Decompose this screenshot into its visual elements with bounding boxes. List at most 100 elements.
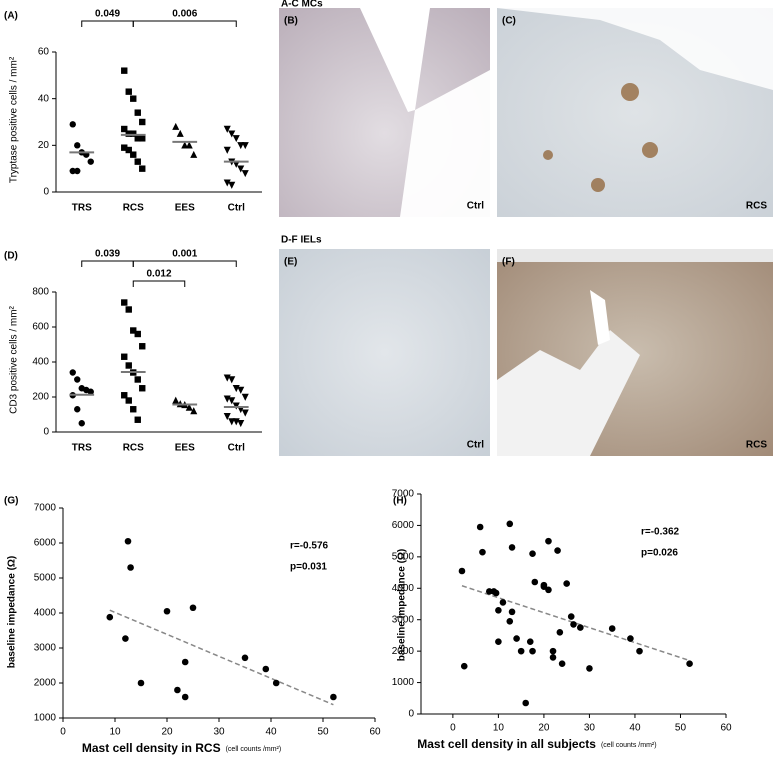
data-point bbox=[130, 151, 137, 158]
data-point bbox=[570, 621, 577, 628]
data-point bbox=[130, 95, 137, 102]
data-point bbox=[189, 604, 197, 612]
y-tick-label: 7000 bbox=[34, 503, 57, 514]
stain bbox=[591, 178, 605, 192]
data-point bbox=[586, 665, 593, 672]
data-point bbox=[545, 537, 552, 545]
micrograph bbox=[279, 249, 490, 456]
data-point bbox=[78, 420, 85, 427]
data-point bbox=[241, 654, 249, 662]
x-axis-title-main: Mast cell density in all subjects bbox=[417, 737, 596, 751]
panel-label: (H) bbox=[393, 496, 407, 507]
data-point bbox=[237, 386, 245, 394]
data-point bbox=[526, 638, 534, 646]
data-point bbox=[174, 686, 181, 694]
data-point bbox=[476, 523, 484, 531]
y-tick-label: 3000 bbox=[392, 614, 415, 625]
x-tick-label: Ctrl bbox=[228, 443, 245, 454]
data-point bbox=[134, 416, 141, 423]
y-tick-label: 7000 bbox=[392, 489, 415, 500]
data-point bbox=[223, 413, 231, 421]
y-tick-label: 3000 bbox=[34, 643, 57, 654]
x-tick-label: 60 bbox=[720, 723, 732, 734]
x-tick-label: EES bbox=[175, 443, 195, 454]
data-point bbox=[513, 635, 520, 642]
data-point bbox=[460, 662, 468, 670]
x-tick-label: EES bbox=[175, 203, 195, 214]
significance-bracket bbox=[81, 260, 134, 267]
data-point bbox=[241, 142, 249, 150]
data-point bbox=[121, 125, 128, 133]
section-label: A-C MCs bbox=[281, 0, 323, 10]
data-point bbox=[531, 578, 539, 586]
data-point bbox=[223, 146, 231, 154]
data-point bbox=[558, 660, 566, 668]
image-label: Ctrl bbox=[467, 440, 484, 451]
data-point bbox=[272, 679, 280, 687]
panel-label: (F) bbox=[502, 257, 515, 268]
data-point bbox=[125, 397, 132, 404]
x-axis-title: Mast cell density in all subjects (cell c… bbox=[417, 737, 656, 751]
data-point bbox=[549, 647, 557, 655]
data-point bbox=[134, 109, 141, 116]
data-point bbox=[556, 628, 564, 636]
data-point bbox=[529, 550, 536, 558]
data-point bbox=[134, 376, 141, 383]
data-point bbox=[122, 635, 129, 642]
data-point bbox=[124, 537, 132, 545]
data-point bbox=[125, 130, 132, 137]
data-point bbox=[228, 181, 236, 189]
data-point bbox=[74, 376, 81, 383]
y-tick-label: 4000 bbox=[392, 583, 415, 594]
y-axis-title: Tryptase positive cells / mm² bbox=[9, 56, 20, 183]
x-tick-label: 20 bbox=[538, 723, 550, 734]
stain bbox=[543, 150, 553, 160]
data-point bbox=[69, 369, 76, 376]
data-point bbox=[495, 606, 502, 614]
y-axis-title: baseline impedance (Ω) bbox=[7, 556, 18, 669]
data-point bbox=[121, 392, 128, 399]
p-value: 0.012 bbox=[146, 269, 171, 280]
panel-label: (G) bbox=[4, 496, 18, 507]
x-tick-label: 60 bbox=[369, 727, 381, 738]
data-point bbox=[87, 158, 94, 165]
y-tick-label: 5000 bbox=[392, 551, 415, 562]
data-point bbox=[241, 170, 249, 178]
y-tick-label: 0 bbox=[43, 187, 49, 198]
y-axis-title: CD3 positive cells / mm² bbox=[9, 305, 20, 413]
data-point bbox=[139, 165, 146, 172]
data-point bbox=[139, 135, 146, 142]
data-point bbox=[176, 129, 184, 137]
x-axis-unit: (cell counts /mm²) bbox=[601, 742, 657, 749]
data-point bbox=[125, 306, 132, 313]
data-point bbox=[163, 607, 171, 615]
p-value: 0.001 bbox=[172, 249, 197, 260]
x-axis-unit: (cell counts /mm²) bbox=[226, 746, 282, 753]
annotation: r=-0.362 bbox=[641, 527, 680, 538]
data-point bbox=[74, 406, 81, 413]
data-point bbox=[549, 654, 557, 661]
annotation: p=0.026 bbox=[641, 548, 678, 559]
data-point bbox=[121, 299, 128, 306]
data-point bbox=[139, 118, 146, 126]
data-point bbox=[241, 393, 249, 401]
y-tick-label: 400 bbox=[32, 357, 49, 368]
x-tick-label: 50 bbox=[675, 723, 687, 734]
x-tick-label: RCS bbox=[123, 203, 144, 214]
panel-label: (E) bbox=[284, 257, 297, 268]
data-point bbox=[636, 647, 643, 655]
data-point bbox=[74, 167, 81, 175]
tissue-gap bbox=[400, 70, 490, 217]
data-point bbox=[686, 660, 693, 668]
data-point bbox=[554, 547, 561, 554]
y-tick-label: 0 bbox=[408, 709, 414, 720]
data-point bbox=[492, 589, 500, 597]
x-tick-label: 10 bbox=[109, 727, 121, 738]
data-point bbox=[190, 150, 198, 158]
data-point bbox=[181, 658, 189, 666]
y-tick-label: 6000 bbox=[34, 538, 57, 549]
panel-label: (C) bbox=[502, 16, 516, 27]
tissue-gap bbox=[360, 8, 430, 112]
x-tick-label: 40 bbox=[265, 727, 277, 738]
annotation: p=0.031 bbox=[290, 562, 327, 573]
